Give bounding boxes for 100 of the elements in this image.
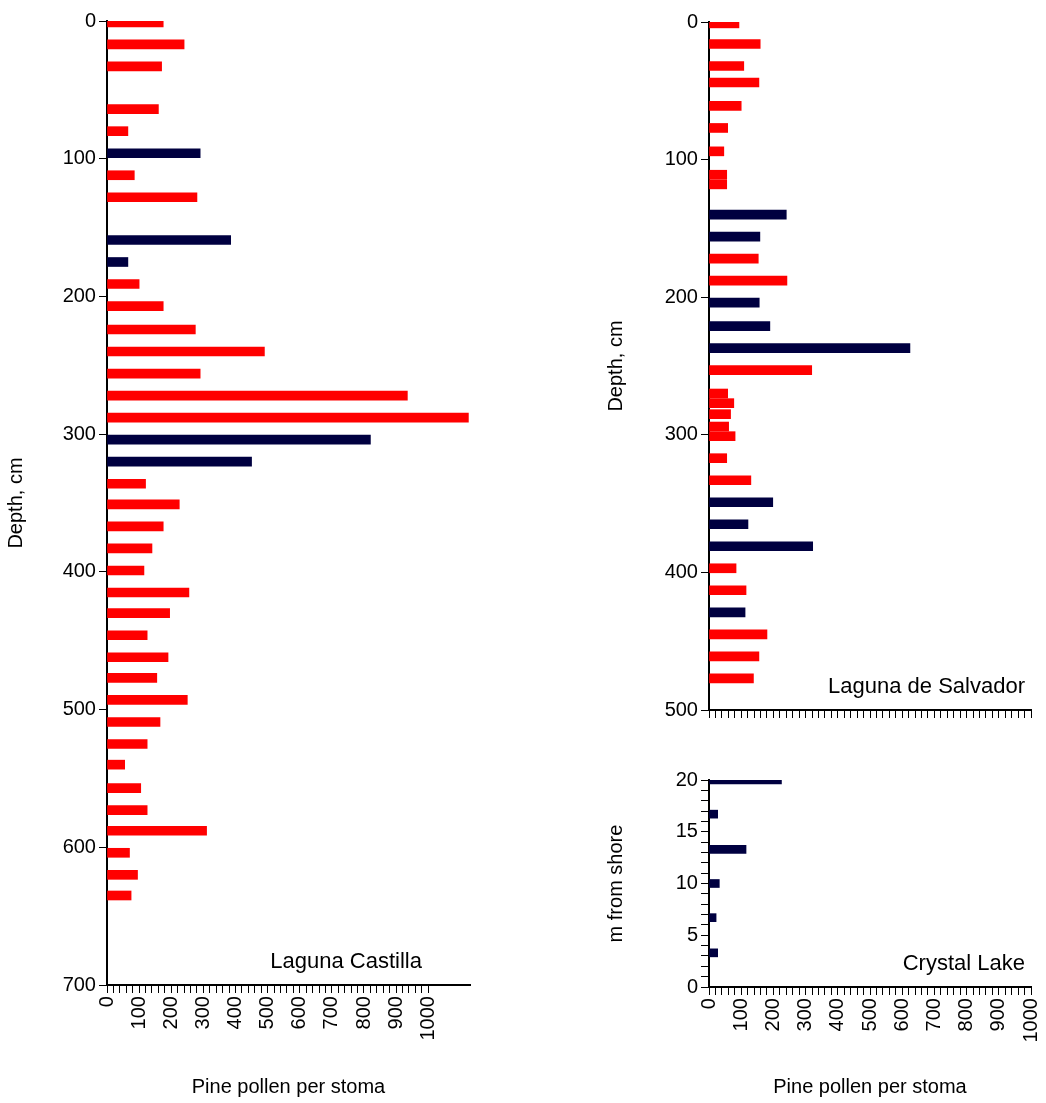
- x-tick-label: 400: [825, 998, 848, 1032]
- bar: [107, 434, 371, 445]
- bar: [709, 101, 742, 111]
- x-tick-label: 0: [94, 996, 117, 1008]
- bar: [709, 39, 761, 49]
- y-tick-label: 500: [664, 697, 698, 720]
- bar: [107, 192, 198, 203]
- bar: [709, 879, 720, 888]
- bar: [107, 170, 135, 181]
- y-tick-label: 300: [664, 422, 698, 445]
- text: Laguna de Salvador: [828, 673, 1025, 699]
- bar: [107, 630, 148, 641]
- bar: [709, 365, 813, 375]
- bar: [709, 651, 760, 662]
- bar: [107, 126, 129, 136]
- bar: [709, 948, 719, 958]
- bar: [107, 368, 201, 379]
- y-tick-label: 10: [675, 871, 698, 894]
- bar: [107, 235, 232, 245]
- x-tick-label: 500: [255, 996, 278, 1030]
- bar: [709, 475, 752, 486]
- bar: [709, 913, 717, 922]
- y-tick-label: 400: [664, 559, 698, 582]
- bar: [709, 253, 759, 264]
- bar: [709, 77, 760, 88]
- bar: [107, 279, 140, 289]
- text: Crystal Lake: [902, 950, 1025, 976]
- y-tick-label: 100: [664, 147, 698, 170]
- bar: [709, 673, 754, 684]
- bar: [709, 845, 747, 854]
- y-tick-label: 200: [664, 284, 698, 307]
- x-axis-title: Pine pollen per stoma: [773, 1074, 968, 1097]
- y-tick-label: 0: [686, 9, 698, 32]
- bar: [107, 890, 132, 901]
- bar: [107, 61, 162, 72]
- x-tick-label: 0: [696, 998, 719, 1010]
- bar: [107, 478, 146, 489]
- bar: [107, 148, 201, 159]
- y-tick-label: 700: [62, 972, 96, 995]
- x-tick-label: 1000: [1018, 998, 1041, 1043]
- y-axis-title: Depth, cm: [603, 320, 626, 412]
- bar: [107, 499, 180, 510]
- x-tick-label: 700: [319, 996, 342, 1030]
- x-tick-label: 800: [351, 996, 374, 1030]
- y-tick-label: 300: [62, 421, 96, 444]
- bar: [107, 587, 190, 598]
- bar: [107, 412, 469, 423]
- bar: [709, 541, 814, 552]
- x-tick-label: 300: [793, 998, 816, 1032]
- text: Laguna Castilla: [270, 948, 423, 974]
- bar: [107, 870, 138, 880]
- bar: [107, 324, 196, 335]
- bar: [107, 805, 148, 815]
- y-tick-label: 400: [62, 559, 96, 582]
- y-axis-title: m from shore: [603, 824, 626, 943]
- bar: [107, 39, 185, 50]
- y-tick-label: 0: [84, 8, 96, 31]
- x-tick-label: 600: [287, 996, 310, 1030]
- x-tick-label: 700: [921, 998, 944, 1032]
- bar: [107, 783, 142, 793]
- x-tick-label: 300: [190, 996, 213, 1030]
- x-axis-title: Pine pollen per stoma: [191, 1074, 387, 1097]
- y-tick-label: 15: [675, 819, 698, 842]
- bar: [709, 231, 761, 242]
- x-tick-label: 1000: [415, 996, 438, 1041]
- bar: [709, 453, 728, 464]
- bar: [709, 607, 746, 618]
- bar: [709, 61, 745, 71]
- bar: [107, 608, 170, 618]
- bar: [107, 257, 129, 267]
- bar: [107, 104, 159, 114]
- y-tick-label: 600: [62, 834, 96, 857]
- bar: [709, 297, 760, 308]
- y-tick-label: 100: [62, 146, 96, 169]
- bar: [709, 275, 788, 286]
- x-tick-label: 400: [223, 996, 246, 1030]
- bar: [709, 343, 911, 353]
- bar: [107, 673, 158, 683]
- bar: [107, 717, 161, 727]
- bar: [107, 346, 265, 357]
- bar: [107, 390, 408, 401]
- x-tick-label: 600: [889, 998, 912, 1032]
- bar: [709, 519, 749, 530]
- x-tick-label: 500: [857, 998, 880, 1032]
- y-tick-label: 5: [686, 922, 698, 945]
- bar: [107, 739, 148, 749]
- x-tick-label: 200: [158, 996, 181, 1030]
- x-tick-label: 900: [383, 996, 406, 1030]
- bar: [107, 521, 164, 532]
- bar: [107, 847, 130, 858]
- bar: [709, 146, 725, 157]
- x-tick-label: 900: [986, 998, 1009, 1032]
- bar: [107, 825, 207, 836]
- y-tick-label: 200: [62, 283, 96, 306]
- y-tick-label: 20: [675, 767, 698, 790]
- bar: [709, 629, 768, 640]
- bar: [709, 585, 747, 596]
- x-tick-label: 100: [126, 996, 149, 1030]
- y-tick-label: 500: [62, 697, 96, 720]
- bar: [107, 695, 188, 705]
